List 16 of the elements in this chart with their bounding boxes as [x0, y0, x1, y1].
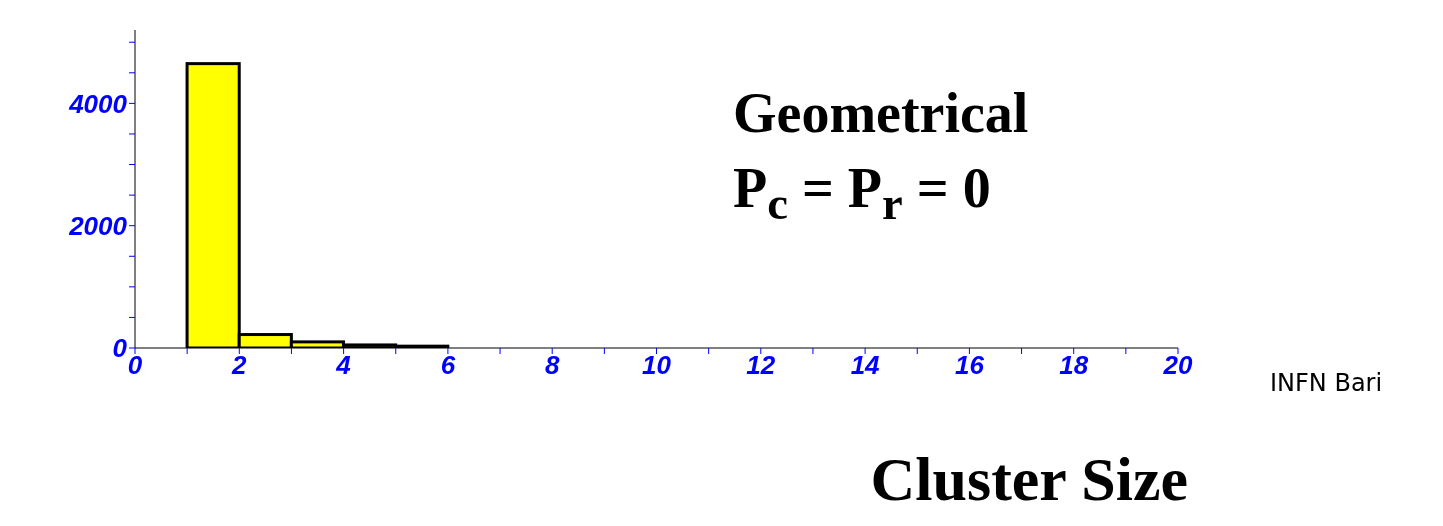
annotation: P$_{c}$ = P$_{r}$ = 0	[733, 157, 991, 230]
x-tick-label: 18	[1059, 350, 1089, 381]
annotation: Geometrical	[733, 82, 1029, 145]
x-tick-label: 6	[440, 350, 456, 381]
text: INFN Bari	[1270, 369, 1383, 397]
x-tick-label: 4	[335, 350, 352, 381]
x-tick-label: 14	[850, 350, 881, 381]
x-tick-label: 12	[746, 350, 776, 381]
y-tick-label: 4000	[68, 88, 128, 119]
x-tick-label: 16	[954, 350, 985, 381]
x-tick-label: 2	[231, 350, 248, 381]
x-tick-label: 8	[544, 350, 560, 381]
y-tick-label: 2000	[68, 210, 128, 241]
x-axis-title: Cluster Size	[870, 445, 1188, 513]
x-tick-label: 10	[642, 350, 672, 381]
x-tick-label: 20	[1162, 350, 1193, 381]
